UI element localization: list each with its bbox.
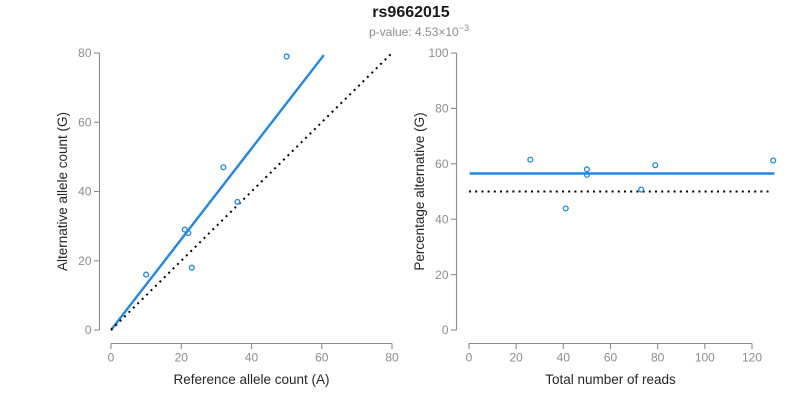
x-tick-label: 100 bbox=[695, 351, 715, 365]
plot-title: rs9662015 bbox=[372, 4, 450, 21]
data-point bbox=[583, 171, 590, 178]
pvalue-exponent: −3 bbox=[458, 23, 470, 33]
data-point bbox=[283, 53, 290, 60]
y-tick-label: 40 bbox=[435, 212, 449, 226]
x-tick-label: 60 bbox=[315, 351, 329, 365]
y-tick-label: 100 bbox=[428, 46, 448, 60]
x-tick-label: 120 bbox=[742, 351, 762, 365]
y-tick-label: 60 bbox=[435, 157, 449, 171]
left-plot: 0 20 40 60 80 0 20 40 60 80 Reference allele count… bbox=[55, 46, 399, 387]
x-tick-label: 20 bbox=[509, 351, 523, 365]
y-tick-label: 60 bbox=[78, 115, 92, 129]
data-point bbox=[143, 271, 150, 278]
x-axis-title: Reference allele count (A) bbox=[173, 372, 329, 387]
y-tick-label: 40 bbox=[78, 185, 92, 199]
data-point bbox=[770, 157, 777, 164]
pvalue-text: p-value: 4.53×10 bbox=[368, 25, 459, 39]
x-tick-label: 80 bbox=[651, 351, 665, 365]
data-point bbox=[185, 230, 192, 237]
data-point bbox=[188, 264, 195, 271]
y-axis-title: Percentage alternative (G) bbox=[412, 112, 427, 270]
plot-subtitle: p-value: 4.53×10−3 bbox=[369, 23, 469, 39]
y-axis-title: Alternative allele count (G) bbox=[55, 112, 70, 271]
right-plot: 0 20 40 60 80 100 0 20 40 60 80 100 120 Total number … bbox=[412, 46, 777, 387]
data-point bbox=[652, 162, 659, 169]
x-tick-label: 80 bbox=[385, 351, 399, 365]
y-tick-label: 80 bbox=[435, 102, 449, 116]
x-tick-label: 40 bbox=[557, 351, 571, 365]
x-tick-label: 0 bbox=[466, 351, 473, 365]
x-tick-label: 20 bbox=[175, 351, 189, 365]
x-tick-label: 40 bbox=[245, 351, 259, 365]
data-point bbox=[638, 186, 645, 193]
x-tick-label: 60 bbox=[604, 351, 618, 365]
data-point bbox=[527, 156, 534, 163]
x-axis-title: Total number of reads bbox=[545, 372, 676, 387]
data-point bbox=[234, 198, 241, 205]
y-tick-label: 20 bbox=[78, 254, 92, 268]
x-tick-label: 0 bbox=[108, 351, 115, 365]
identity-line bbox=[110, 52, 393, 331]
data-point bbox=[583, 166, 590, 173]
y-tick-label: 0 bbox=[85, 323, 92, 337]
y-tick-label: 0 bbox=[442, 323, 449, 337]
data-point bbox=[181, 226, 188, 233]
y-tick-label: 20 bbox=[435, 268, 449, 282]
data-point bbox=[220, 164, 227, 171]
data-point bbox=[562, 205, 569, 212]
fit-line bbox=[110, 54, 325, 331]
y-tick-label: 80 bbox=[78, 46, 92, 60]
